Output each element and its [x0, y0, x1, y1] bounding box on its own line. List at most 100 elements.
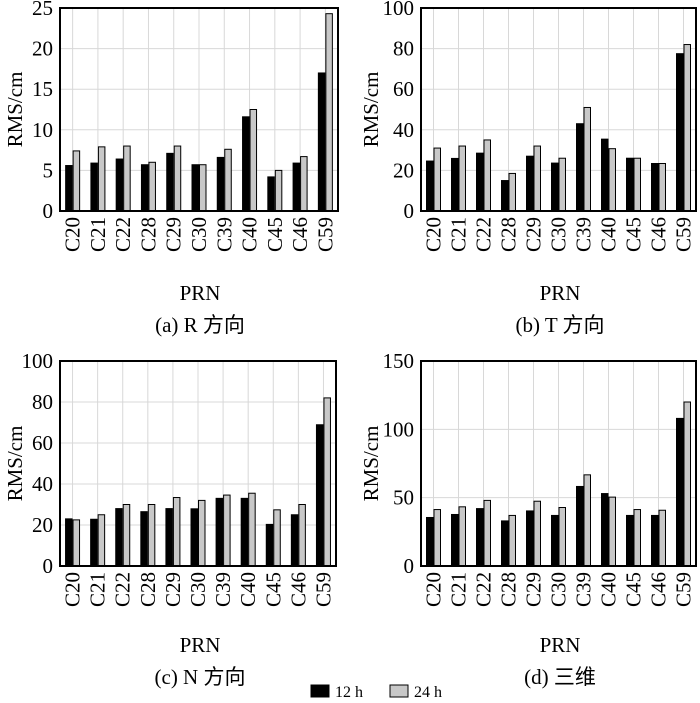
bar-c29-24h — [173, 145, 182, 212]
x-tick-label: C28 — [136, 572, 160, 607]
bar-c59-12h — [676, 53, 684, 212]
y-tick-label: 100 — [383, 417, 415, 441]
bar-c39-12h — [576, 123, 584, 212]
x-tick-label: C30 — [547, 217, 571, 252]
x-tick-label: C45 — [622, 217, 646, 252]
bar-c40-12h — [240, 497, 249, 567]
bar-c30-24h — [558, 157, 566, 212]
x-tick-label: C59 — [311, 572, 335, 607]
bar-c46-12h — [651, 514, 659, 567]
x-tick-label: C39 — [572, 572, 596, 607]
x-tick-label: C20 — [422, 217, 446, 252]
x-tick-label: C29 — [162, 217, 186, 252]
panel-caption: (c) N 方向 — [155, 665, 246, 689]
bar-c45-24h — [274, 169, 283, 212]
legend-swatch-12h — [310, 684, 330, 698]
legend-label-24h: 24 h — [414, 684, 442, 701]
bar-c39-24h — [223, 494, 231, 567]
x-tick-label: C46 — [286, 572, 310, 607]
bar-c21-24h — [97, 514, 106, 567]
y-tick-label: 100 — [22, 349, 54, 373]
legend-swatch-24h — [389, 684, 409, 698]
y-axis-label: RMS/cm — [3, 72, 27, 148]
bar-c28-12h — [501, 180, 509, 212]
x-tick-label: C22 — [111, 217, 135, 252]
y-tick-label: 20 — [32, 513, 53, 537]
bar-c29-24h — [533, 145, 541, 212]
bar-c40-24h — [249, 109, 258, 212]
bar-c22-12h — [115, 508, 123, 567]
bar-c39-12h — [215, 497, 224, 567]
bar-c20-12h — [426, 160, 434, 212]
bar-c59-24h — [683, 401, 691, 567]
y-tick-label: 60 — [393, 77, 414, 101]
bar-c46-24h — [658, 162, 666, 212]
bar-c28-24h — [508, 514, 516, 567]
x-tick-label: C21 — [447, 572, 471, 607]
x-axis-label: PRN — [540, 281, 581, 305]
panel-caption: (a) R 方向 — [155, 313, 245, 337]
bar-c20-24h — [72, 519, 81, 567]
x-tick-label: C45 — [622, 572, 646, 607]
y-tick-label: 80 — [393, 37, 414, 61]
x-tick-label: C22 — [472, 572, 496, 607]
axes-frame — [59, 360, 337, 567]
bar-c59-12h — [317, 72, 326, 212]
bar-c22-24h — [483, 139, 491, 212]
bar-c46-12h — [292, 162, 301, 212]
x-axis-label: PRN — [180, 633, 221, 657]
x-tick-label: C20 — [61, 572, 85, 607]
bar-c45-24h — [633, 157, 641, 212]
x-tick-label: C46 — [647, 217, 671, 252]
y-tick-label: 0 — [43, 199, 54, 223]
x-tick-label: C30 — [547, 572, 571, 607]
y-tick-label: 80 — [32, 390, 53, 414]
x-axis-label: PRN — [180, 281, 221, 305]
y-tick-label: 50 — [393, 486, 414, 510]
y-axis-label: RMS/cm — [359, 72, 383, 148]
bar-c40-12h — [242, 116, 250, 212]
x-tick-label: C59 — [672, 572, 696, 607]
y-axis-label: RMS/cm — [359, 426, 383, 502]
y-tick-label: 25 — [32, 0, 53, 20]
x-tick-label: C21 — [86, 572, 110, 607]
x-tick-label: C45 — [261, 572, 285, 607]
y-tick-label: 60 — [32, 431, 53, 455]
bar-c22-12h — [476, 508, 484, 567]
bar-c21-24h — [458, 506, 466, 567]
bar-c22-12h — [476, 152, 484, 212]
x-tick-label: C21 — [86, 217, 110, 252]
bar-c21-12h — [90, 162, 98, 212]
bar-c21-12h — [451, 157, 459, 212]
bar-c20-12h — [426, 516, 434, 567]
y-tick-label: 5 — [43, 158, 54, 182]
bar-c46-24h — [298, 504, 306, 567]
chart-panel-3d: 0 50 100 150 C20 C21 C22 C28 C29 C30 C39 C40 C45 C46 C… — [359, 349, 697, 689]
bar-c21-24h — [458, 145, 466, 212]
bar-c46-12h — [651, 162, 659, 212]
x-tick-label: C45 — [263, 217, 287, 252]
bar-c39-24h — [583, 106, 591, 212]
x-tick-label: C20 — [61, 217, 85, 252]
x-tick-label: C29 — [522, 572, 546, 607]
y-axis-label: RMS/cm — [3, 426, 27, 502]
bar-c59-24h — [323, 397, 331, 567]
x-tick-label: C21 — [447, 217, 471, 252]
x-tick-label: C29 — [522, 217, 546, 252]
bar-c45-24h — [273, 509, 281, 567]
y-tick-label: 40 — [393, 118, 414, 142]
x-tick-label: C40 — [597, 217, 621, 252]
bar-c22-24h — [123, 145, 131, 212]
x-tick-label: C39 — [212, 217, 236, 252]
chart-panel-r-direction: 0 5 10 15 20 25 C20 C21 C22 C28 C29 C30 C39 C40 C45 C46… — [3, 0, 339, 337]
bar-c20-12h — [65, 165, 73, 212]
bar-c45-12h — [265, 523, 274, 567]
bar-c30-12h — [191, 164, 199, 212]
x-tick-label: C30 — [186, 572, 210, 607]
bar-c22-12h — [115, 158, 124, 212]
x-tick-label: C39 — [211, 572, 235, 607]
bar-c30-24h — [199, 164, 207, 212]
bar-c22-24h — [483, 499, 491, 567]
bar-c28-24h — [148, 161, 156, 212]
x-tick-label: C46 — [647, 572, 671, 607]
